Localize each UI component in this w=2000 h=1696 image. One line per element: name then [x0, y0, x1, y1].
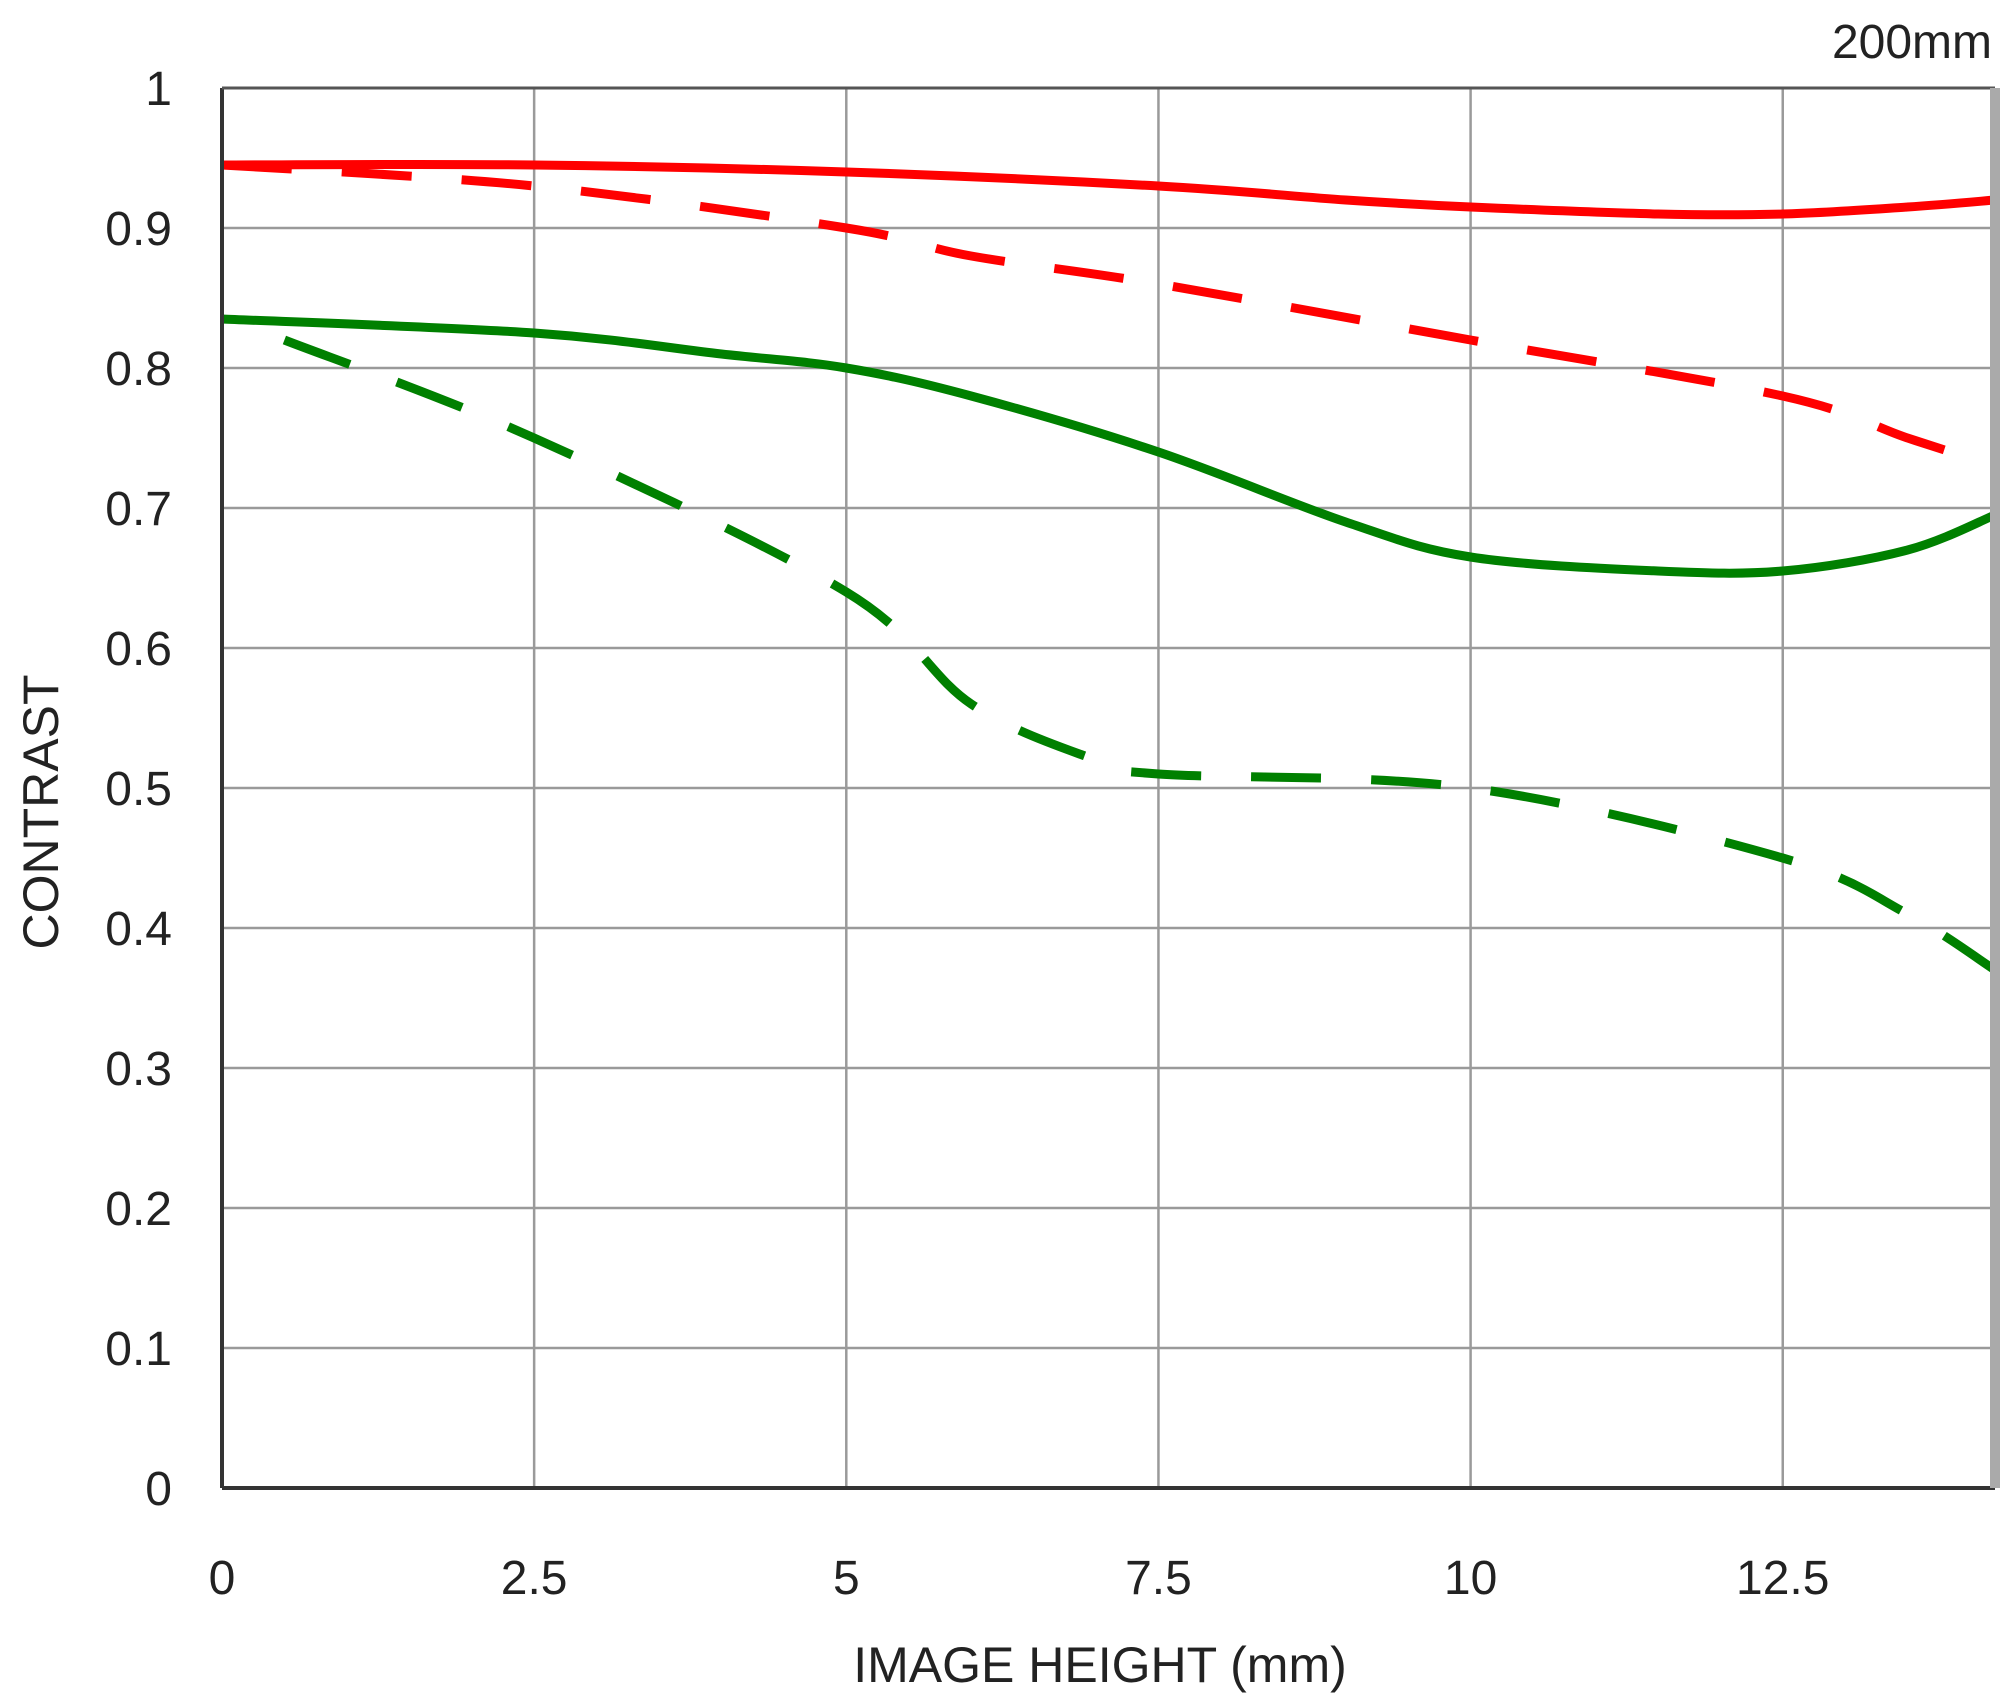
series-green-solid-line	[221, 314, 1997, 578]
y-tick-label: 0.6	[105, 623, 172, 676]
x-tick-label: 12.5	[1736, 1552, 1829, 1605]
series-red-dashed-line	[221, 160, 1997, 471]
focal-length-label: 200mm	[1832, 16, 1992, 69]
y-tick-label: 0.5	[105, 763, 172, 816]
x-tick-label: 2.5	[501, 1552, 568, 1605]
x-tick-labels: 0 2.5 5 7.5 10 12.5	[209, 1552, 1830, 1605]
y-tick-labels: 0 0.1 0.2 0.3 0.4 0.5 0.6 0.7 0.8 0.9 1	[105, 63, 172, 1516]
x-tick-label: 0	[209, 1552, 236, 1605]
y-tick-label: 0.8	[105, 343, 172, 396]
y-tick-label: 1	[145, 63, 172, 116]
series-green-dashed-line	[282, 335, 1998, 974]
y-tick-label: 0.1	[105, 1323, 172, 1376]
y-tick-label: 0.2	[105, 1183, 172, 1236]
series-layer	[221, 159, 1998, 974]
x-tick-label: 5	[833, 1552, 860, 1605]
y-tick-label: 0.4	[105, 903, 172, 956]
y-tick-label: 0	[145, 1463, 172, 1516]
x-axis-title: IMAGE HEIGHT (mm)	[853, 1637, 1347, 1693]
y-tick-label: 0.3	[105, 1043, 172, 1096]
y-tick-label: 0.7	[105, 483, 172, 536]
x-tick-label: 7.5	[1125, 1552, 1192, 1605]
y-axis-title: CONTRAST	[13, 675, 69, 950]
y-tick-label: 0.9	[105, 203, 172, 256]
series-red-solid-line	[221, 159, 1996, 220]
plot-frame	[220, 86, 2000, 1490]
x-tick-label: 10	[1444, 1552, 1497, 1605]
